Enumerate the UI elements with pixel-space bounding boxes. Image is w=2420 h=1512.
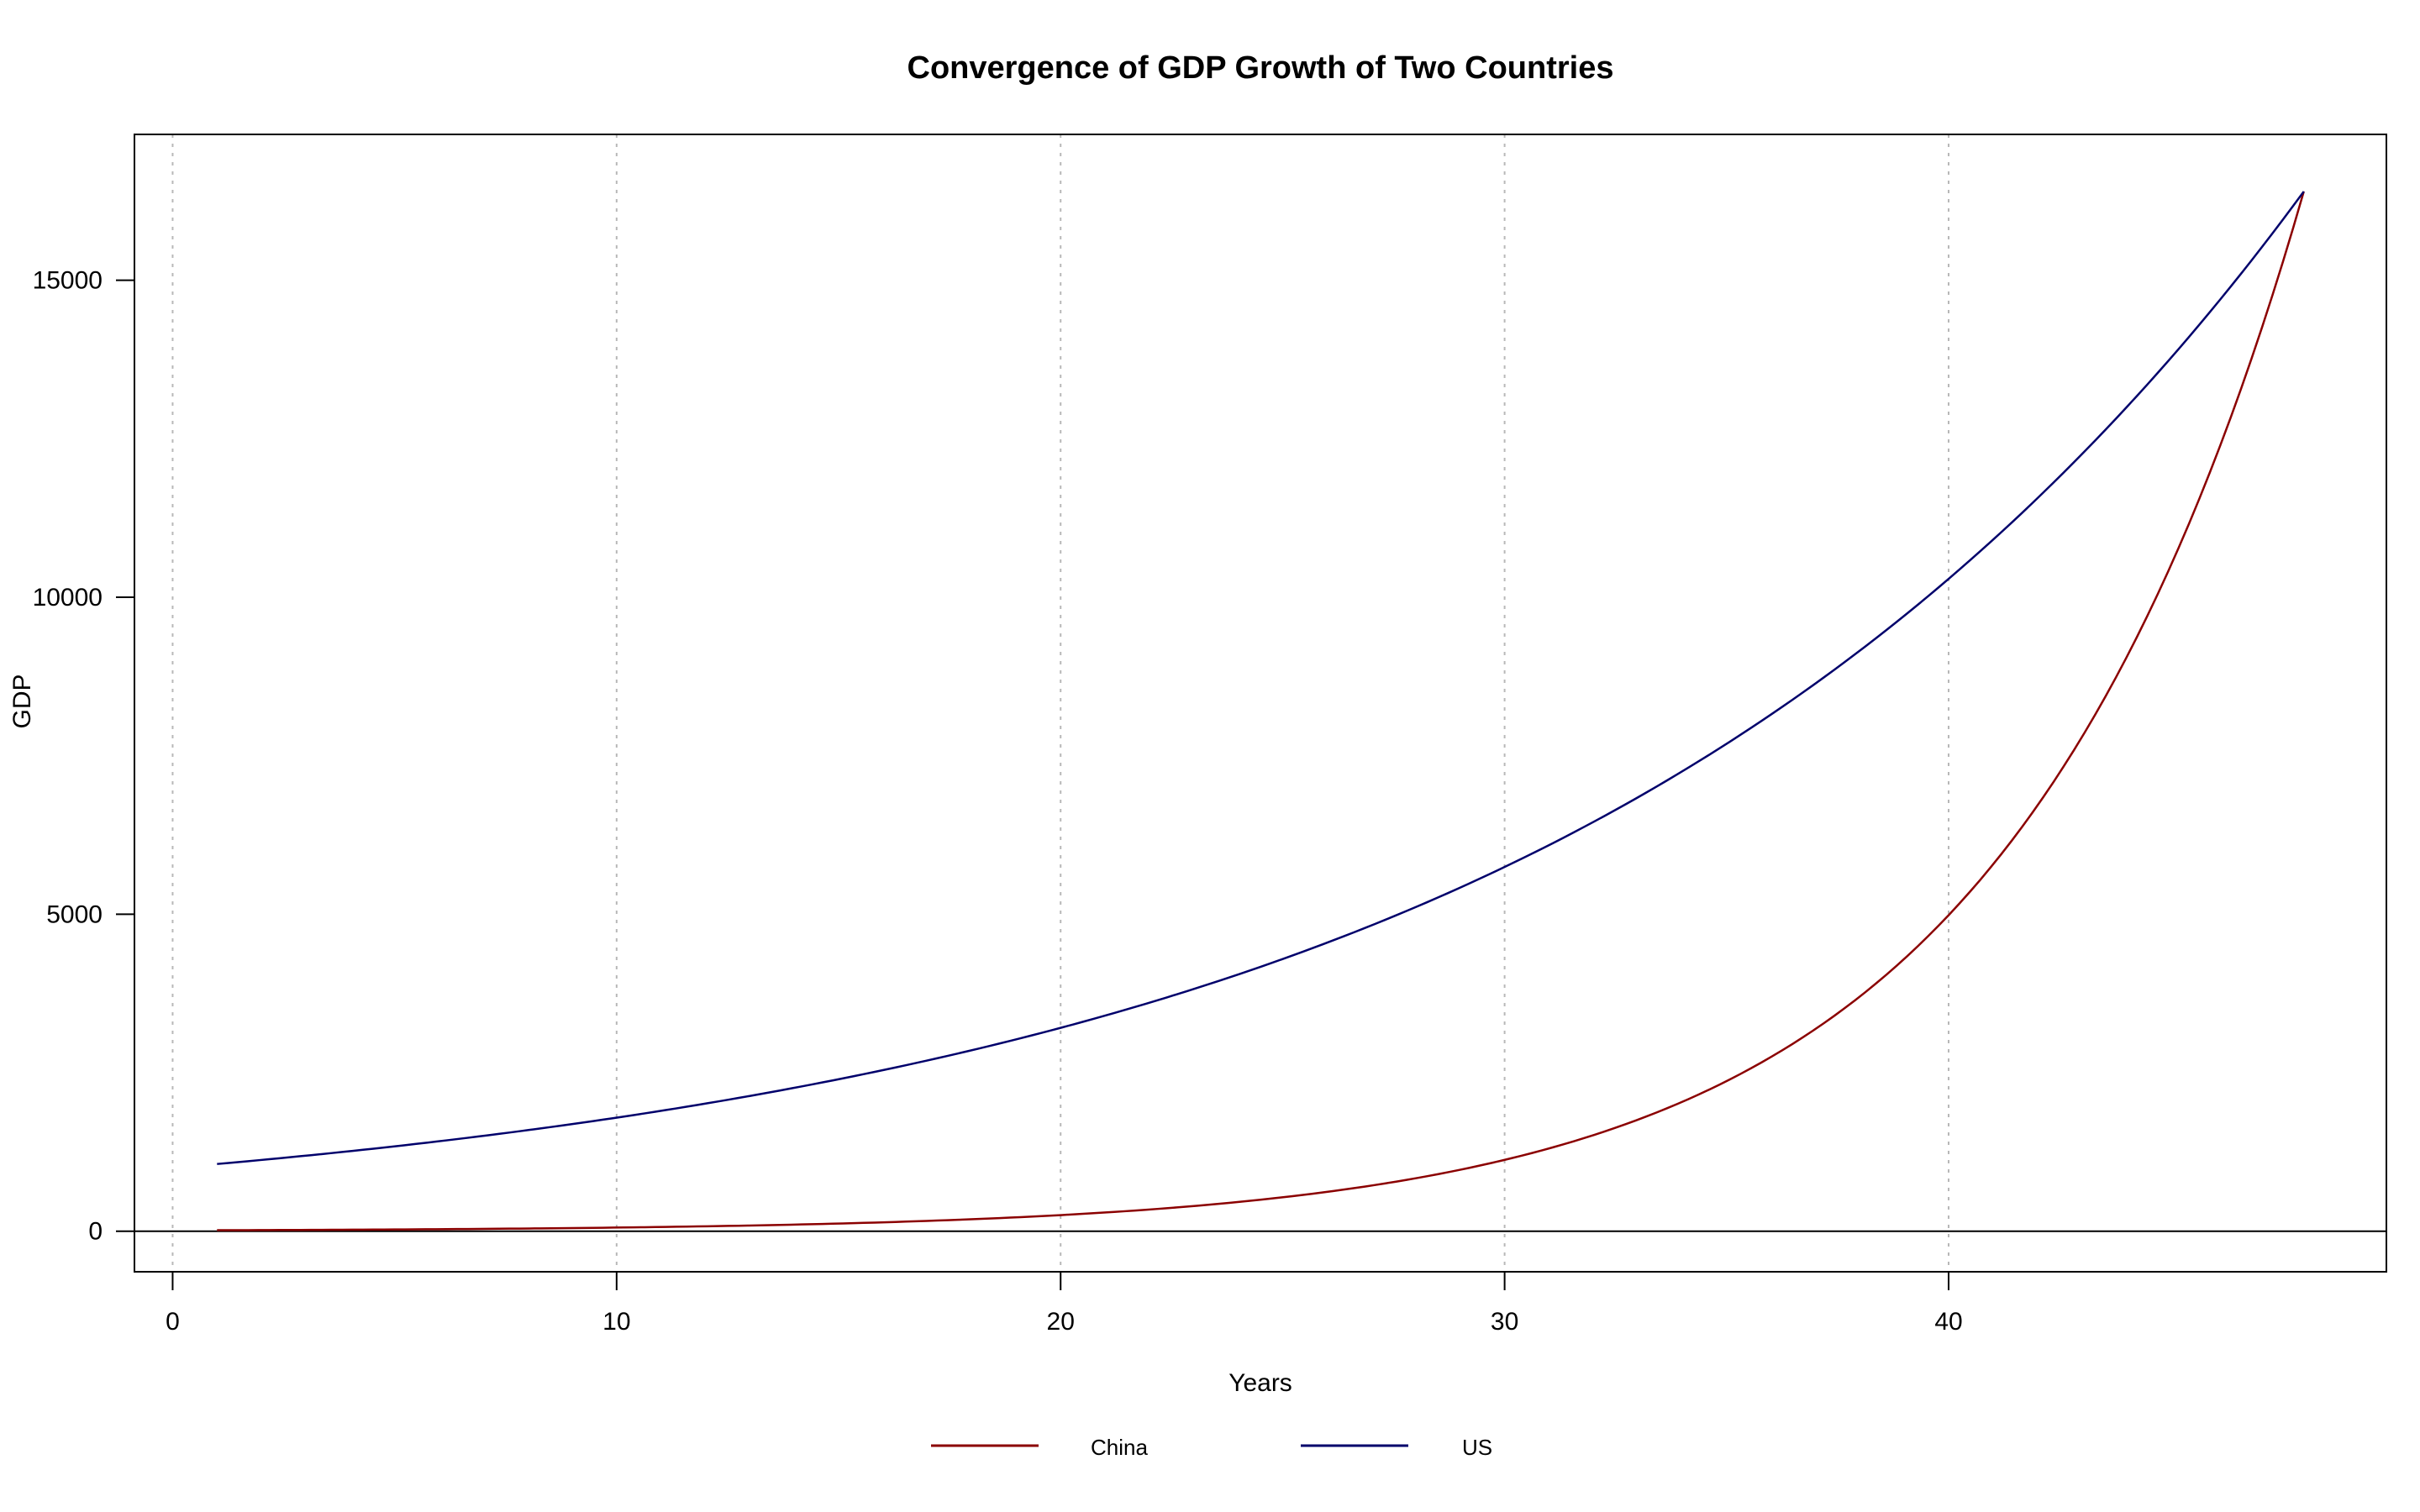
y-axis: 0 5000 10000 15000 [33,267,134,1246]
x-tick-label-40: 40 [1934,1308,1962,1336]
plot-frame [134,134,2387,1273]
series-lines [217,191,2305,1231]
x-axis-title: Years [1228,1369,1292,1397]
x-axis: 0 10 20 30 40 [166,1272,1963,1336]
y-tick-label-0: 0 [88,1218,103,1246]
x-tick-label-30: 30 [1491,1308,1518,1336]
legend: China US [931,1435,1492,1460]
y-axis-title: GDP [8,674,36,728]
x-tick-label-20: 20 [1047,1308,1075,1336]
series-line-china [217,191,2305,1231]
y-tick-label-10000: 10000 [33,584,103,612]
legend-label-china: China [1091,1435,1148,1460]
x-tick-label-10: 10 [602,1308,630,1336]
y-tick-label-5000: 5000 [46,900,103,928]
y-tick-label-15000: 15000 [33,267,103,295]
series-line-us [217,191,2305,1165]
x-tick-label-0: 0 [166,1308,180,1336]
chart-title: Convergence of GDP Growth of Two Countri… [908,50,1614,86]
legend-label-us: US [1462,1435,1492,1460]
